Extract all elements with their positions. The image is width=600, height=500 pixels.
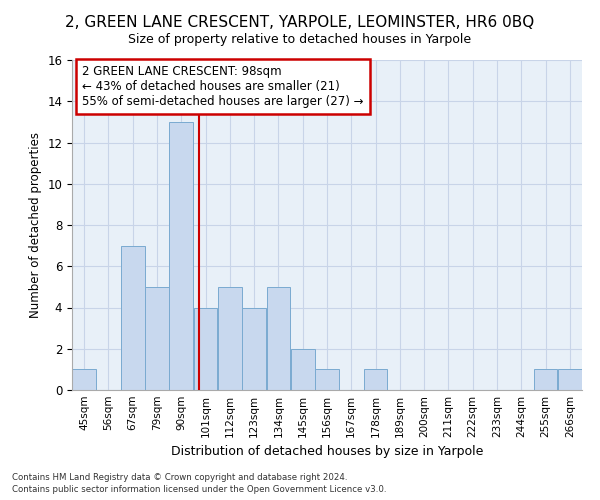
Bar <box>315 370 339 390</box>
Bar <box>72 370 96 390</box>
Text: Size of property relative to detached houses in Yarpole: Size of property relative to detached ho… <box>128 32 472 46</box>
Text: 2, GREEN LANE CRESCENT, YARPOLE, LEOMINSTER, HR6 0BQ: 2, GREEN LANE CRESCENT, YARPOLE, LEOMINS… <box>65 15 535 30</box>
X-axis label: Distribution of detached houses by size in Yarpole: Distribution of detached houses by size … <box>171 446 483 458</box>
Bar <box>194 308 217 390</box>
Bar <box>533 370 557 390</box>
Bar <box>242 308 266 390</box>
Text: Contains HM Land Registry data © Crown copyright and database right 2024.
Contai: Contains HM Land Registry data © Crown c… <box>12 472 386 494</box>
Bar <box>218 287 242 390</box>
Bar <box>145 287 169 390</box>
Text: 2 GREEN LANE CRESCENT: 98sqm
← 43% of detached houses are smaller (21)
55% of se: 2 GREEN LANE CRESCENT: 98sqm ← 43% of de… <box>82 65 364 108</box>
Bar <box>364 370 388 390</box>
Bar <box>558 370 582 390</box>
Bar <box>169 122 193 390</box>
Bar <box>266 287 290 390</box>
Bar <box>121 246 145 390</box>
Bar <box>291 349 314 390</box>
Y-axis label: Number of detached properties: Number of detached properties <box>29 132 42 318</box>
